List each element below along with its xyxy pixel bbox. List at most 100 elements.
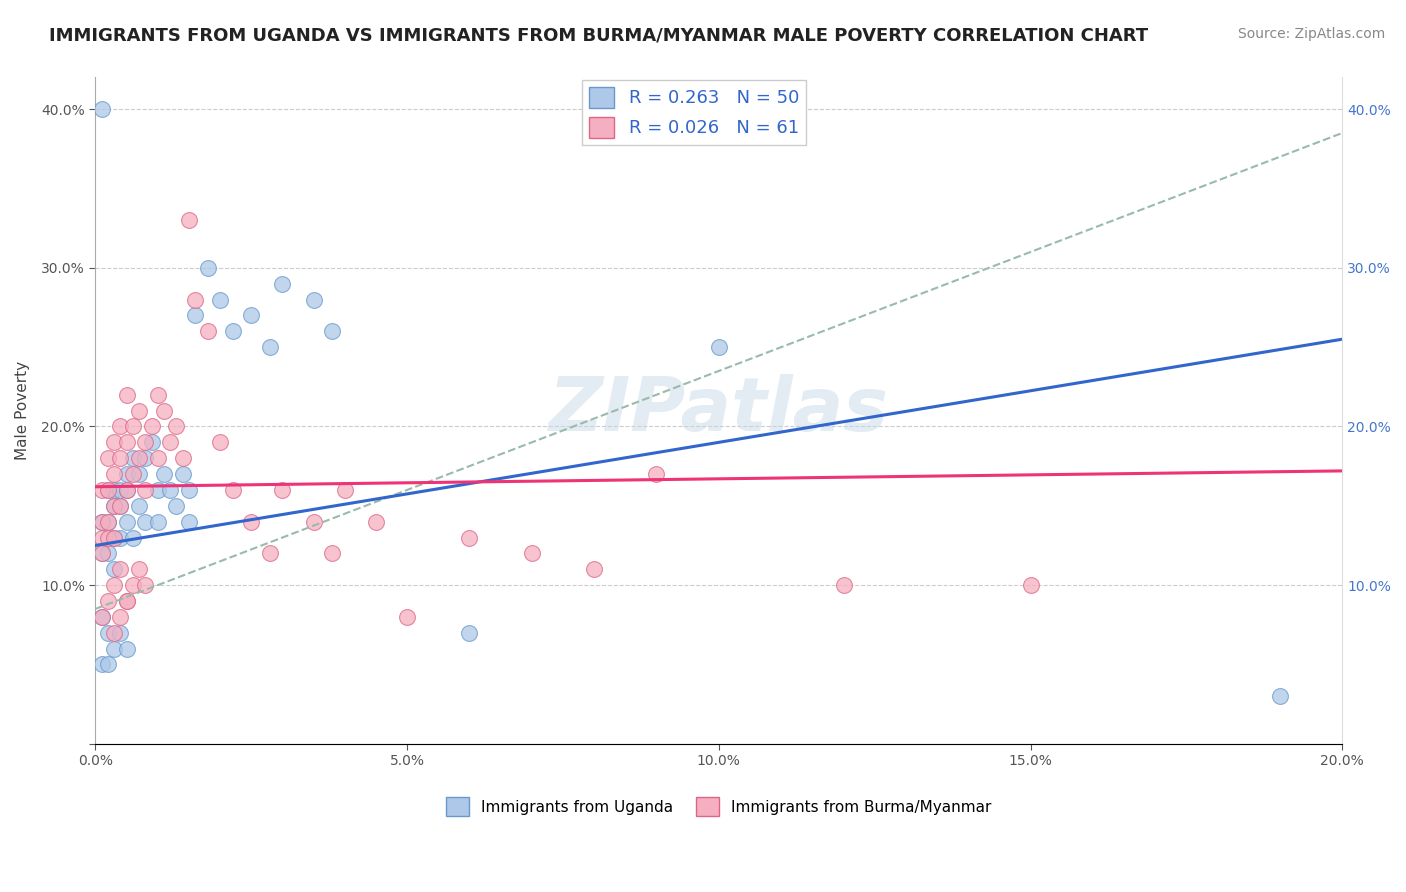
- Point: [97, 515, 120, 529]
- Point: [90, 610, 112, 624]
- Point: [240, 309, 263, 323]
- Point: [134, 578, 156, 592]
- Point: [97, 483, 120, 497]
- Point: [458, 531, 481, 545]
- Point: [128, 562, 150, 576]
- Point: [645, 467, 668, 481]
- Point: [146, 451, 169, 466]
- Point: [103, 467, 125, 481]
- Point: [103, 531, 125, 545]
- Point: [520, 546, 543, 560]
- Point: [121, 531, 143, 545]
- Point: [115, 594, 138, 608]
- Point: [128, 451, 150, 466]
- Point: [115, 388, 138, 402]
- Point: [103, 499, 125, 513]
- Point: [165, 419, 187, 434]
- Point: [134, 435, 156, 450]
- Point: [128, 499, 150, 513]
- Text: IMMIGRANTS FROM UGANDA VS IMMIGRANTS FROM BURMA/MYANMAR MALE POVERTY CORRELATION: IMMIGRANTS FROM UGANDA VS IMMIGRANTS FRO…: [49, 27, 1149, 45]
- Point: [141, 435, 163, 450]
- Point: [184, 293, 207, 307]
- Point: [97, 531, 120, 545]
- Point: [97, 657, 120, 672]
- Point: [103, 641, 125, 656]
- Point: [321, 546, 343, 560]
- Point: [115, 435, 138, 450]
- Point: [90, 546, 112, 560]
- Point: [259, 340, 281, 354]
- Point: [165, 499, 187, 513]
- Point: [458, 625, 481, 640]
- Point: [103, 435, 125, 450]
- Point: [197, 260, 219, 275]
- Point: [115, 641, 138, 656]
- Point: [153, 403, 176, 417]
- Point: [90, 515, 112, 529]
- Point: [321, 324, 343, 338]
- Text: ZIPatlas: ZIPatlas: [548, 374, 889, 447]
- Point: [209, 435, 232, 450]
- Point: [103, 531, 125, 545]
- Point: [177, 213, 200, 227]
- Point: [103, 562, 125, 576]
- Point: [221, 483, 243, 497]
- Point: [90, 515, 112, 529]
- Point: [128, 467, 150, 481]
- Point: [90, 531, 112, 545]
- Y-axis label: Male Poverty: Male Poverty: [15, 361, 30, 460]
- Point: [172, 467, 194, 481]
- Point: [583, 562, 606, 576]
- Point: [97, 594, 120, 608]
- Point: [90, 610, 112, 624]
- Text: Source: ZipAtlas.com: Source: ZipAtlas.com: [1237, 27, 1385, 41]
- Point: [177, 515, 200, 529]
- Point: [146, 388, 169, 402]
- Point: [97, 625, 120, 640]
- Point: [103, 499, 125, 513]
- Point: [110, 499, 132, 513]
- Point: [184, 309, 207, 323]
- Point: [302, 293, 325, 307]
- Point: [172, 451, 194, 466]
- Point: [209, 293, 232, 307]
- Point: [134, 515, 156, 529]
- Point: [103, 483, 125, 497]
- Point: [110, 562, 132, 576]
- Point: [134, 451, 156, 466]
- Point: [103, 578, 125, 592]
- Point: [110, 451, 132, 466]
- Point: [134, 483, 156, 497]
- Point: [121, 451, 143, 466]
- Point: [90, 102, 112, 116]
- Point: [115, 483, 138, 497]
- Point: [177, 483, 200, 497]
- Point: [159, 483, 181, 497]
- Point: [103, 625, 125, 640]
- Point: [240, 515, 263, 529]
- Point: [259, 546, 281, 560]
- Point: [271, 483, 294, 497]
- Point: [90, 483, 112, 497]
- Point: [221, 324, 243, 338]
- Point: [707, 340, 730, 354]
- Point: [115, 467, 138, 481]
- Point: [396, 610, 419, 624]
- Point: [121, 578, 143, 592]
- Point: [271, 277, 294, 291]
- Point: [110, 531, 132, 545]
- Point: [90, 657, 112, 672]
- Point: [110, 499, 132, 513]
- Point: [115, 483, 138, 497]
- Point: [153, 467, 176, 481]
- Point: [333, 483, 356, 497]
- Point: [97, 515, 120, 529]
- Point: [97, 546, 120, 560]
- Point: [302, 515, 325, 529]
- Point: [110, 483, 132, 497]
- Point: [97, 451, 120, 466]
- Point: [110, 419, 132, 434]
- Point: [832, 578, 855, 592]
- Point: [1268, 689, 1291, 703]
- Point: [141, 419, 163, 434]
